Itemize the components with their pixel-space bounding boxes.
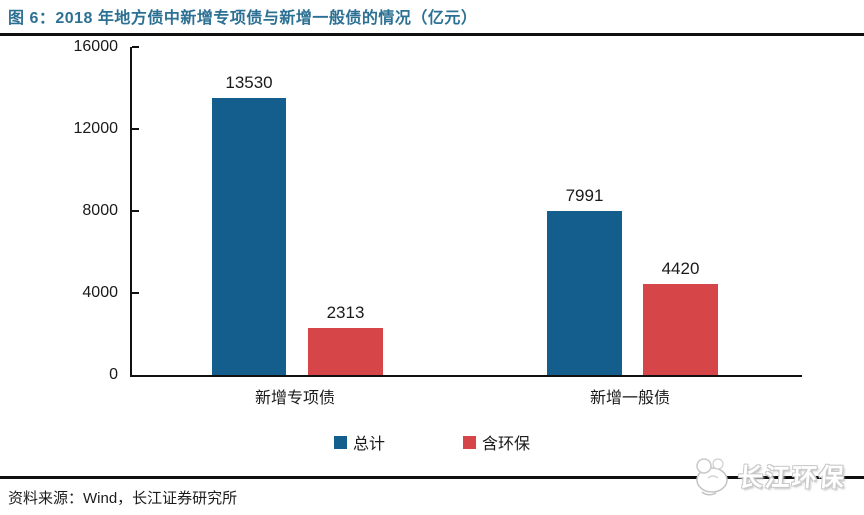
y-tick-label: 16000	[73, 38, 119, 55]
title-divider	[0, 33, 864, 36]
y-axis-labels: 16000 12000 8000 4000 0	[30, 38, 119, 383]
category-label-general-bonds: 新增一般债	[589, 390, 670, 407]
bar-env-special-bonds: 2313	[308, 303, 383, 375]
brand-watermark: 长江环保	[688, 447, 864, 505]
category-label-special-bonds: 新增专项债	[254, 390, 335, 407]
y-tick-label: 8000	[82, 202, 118, 219]
bar-value-label: 13530	[225, 72, 273, 92]
legend-swatch-blue	[333, 435, 347, 449]
figure-title: 图 6：2018 年地方债中新增专项债与新增一般债的情况（亿元）	[8, 10, 478, 27]
bar-value-label: 4420	[661, 259, 700, 279]
legend-item-total: 总计	[333, 430, 385, 454]
bar-value-label: 7991	[565, 186, 604, 206]
y-tick-label: 12000	[73, 120, 119, 137]
y-tick-label: 0	[109, 366, 118, 383]
x-axis-labels: 新增专项债 新增一般债	[130, 384, 800, 407]
plot-area: 13530 2313 7991 4420	[130, 46, 802, 377]
bar-total-general-bonds: 7991	[547, 186, 622, 375]
y-tick-label: 4000	[82, 284, 118, 301]
y-tick-mark	[132, 128, 139, 130]
legend-label: 总计	[352, 436, 385, 453]
chart-legend: 总计 含环保	[0, 430, 864, 454]
bar-total-special-bonds: 13530	[212, 73, 286, 375]
source-note: 资料来源：Wind，长江证券研究所	[8, 490, 238, 507]
footer-divider	[0, 476, 864, 479]
legend-label: 含环保	[482, 436, 531, 453]
mascot-bird-icon	[696, 458, 728, 496]
bar-env-general-bonds: 4420	[643, 259, 718, 375]
y-tick-mark	[132, 210, 139, 212]
y-tick-mark	[132, 46, 139, 48]
legend-swatch-red	[463, 435, 476, 449]
y-tick-mark	[132, 292, 139, 294]
watermark-text: 长江环保	[736, 464, 847, 492]
bar-value-label: 2313	[326, 302, 365, 322]
legend-item-env: 含环保	[463, 430, 530, 454]
